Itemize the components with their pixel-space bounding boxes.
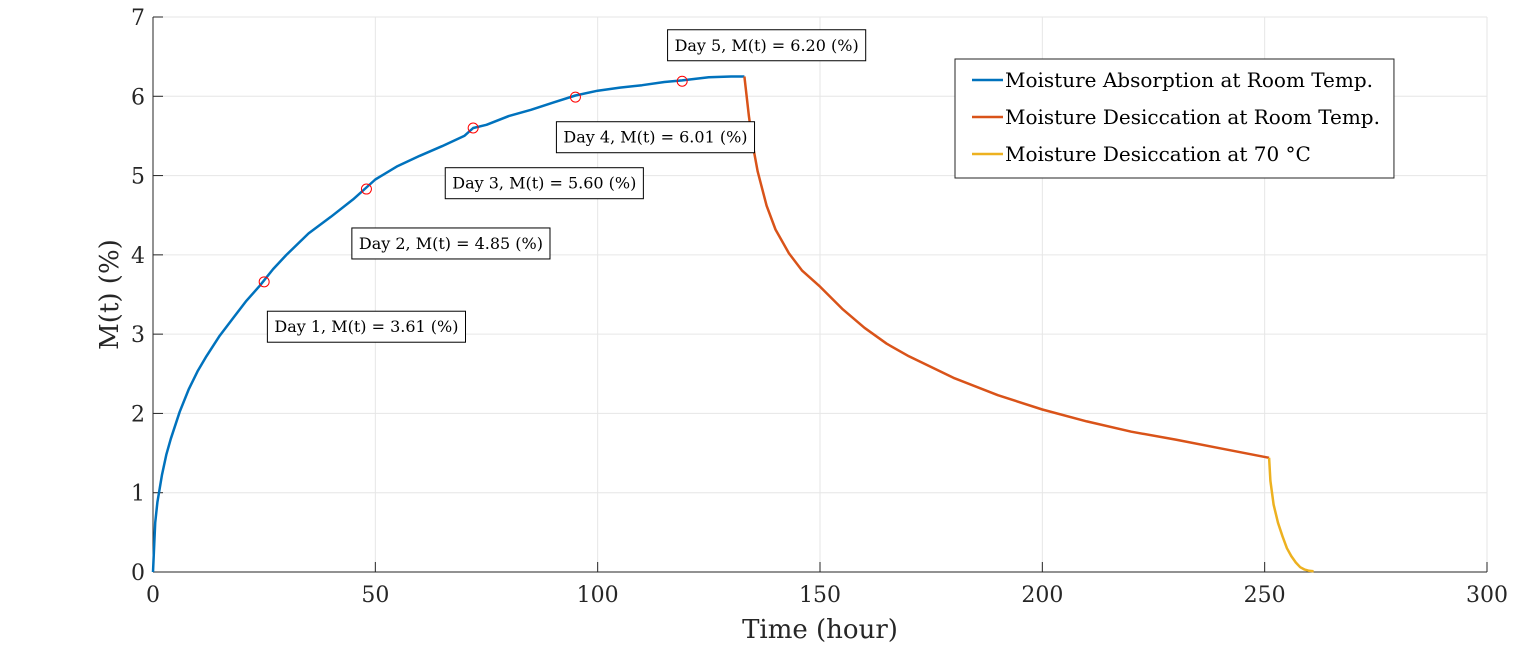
legend-label-1: Moisture Absorption at Room Temp. — [1005, 68, 1373, 92]
y-tick-label: 6 — [131, 85, 145, 110]
annotation-border — [266, 310, 467, 343]
annotation-box: Day 3, M(t) = 5.60 (%) — [444, 167, 644, 200]
legend-label-2: Moisture Desiccation at Room Temp. — [1005, 105, 1380, 129]
day-marker — [360, 183, 372, 195]
series-line-1 — [151, 75, 745, 573]
y-tick-label: 7 — [131, 6, 145, 31]
y-tick-label: 0 — [131, 561, 145, 586]
annotation-text: Day 3, M(t) = 5.60 (%) — [452, 174, 636, 193]
annotation-box: Day 5, M(t) = 6.20 (%) — [667, 29, 867, 62]
y-axis-title: M(t) (%) — [95, 239, 125, 350]
x-tick-label: 150 — [799, 583, 841, 608]
annotation-border — [667, 29, 867, 62]
annotation-box: Day 4, M(t) = 6.01 (%) — [555, 121, 756, 154]
x-tick-label: 250 — [1244, 583, 1286, 608]
y-tick-label: 5 — [131, 165, 145, 190]
y-tick-label: 1 — [131, 482, 145, 507]
legend-label-3: Moisture Desiccation at 70 °C — [1005, 142, 1311, 166]
y-tick-label: 2 — [131, 402, 145, 427]
tick-labels: 0 50 100 150 200 250 300 0 1 2 3 4 5 6 7 — [131, 6, 1508, 608]
annotation-border — [555, 121, 756, 154]
annotation-box: Day 1, M(t) = 3.61 (%) — [266, 310, 467, 343]
annotation-box: Day 2, M(t) = 4.85 (%) — [351, 227, 551, 260]
day-markers — [258, 75, 688, 288]
day-marker — [467, 122, 479, 134]
annotation-text: Day 5, M(t) = 6.20 (%) — [675, 36, 859, 55]
annotation-border — [351, 227, 551, 260]
y-tick-label: 4 — [131, 244, 145, 269]
day-marker — [569, 91, 581, 103]
x-tick-label: 300 — [1466, 583, 1508, 608]
annotations: Day 1, M(t) = 3.61 (%) Day 2, M(t) = 4.85… — [266, 29, 867, 343]
x-tick-label: 0 — [146, 583, 160, 608]
annotation-text: Day 1, M(t) = 3.61 (%) — [274, 317, 458, 336]
series-line-3 — [1267, 457, 1314, 573]
day-marker — [676, 75, 688, 87]
series-line-2 — [743, 76, 1270, 460]
x-tick-label: 50 — [361, 583, 389, 608]
legend: Moisture Absorption at Room Temp. Moistur… — [954, 58, 1395, 179]
x-axis-title: Time (hour) — [742, 615, 898, 645]
y-tick-label: 3 — [131, 323, 145, 348]
day-marker — [258, 276, 270, 288]
series-lines — [151, 75, 1314, 573]
legend-box — [954, 58, 1395, 179]
annotation-text: Day 4, M(t) = 6.01 (%) — [563, 128, 747, 147]
annotation-text: Day 2, M(t) = 4.85 (%) — [359, 234, 543, 253]
x-tick-label: 100 — [577, 583, 619, 608]
x-tick-label: 200 — [1021, 583, 1063, 608]
annotation-border — [444, 167, 644, 200]
